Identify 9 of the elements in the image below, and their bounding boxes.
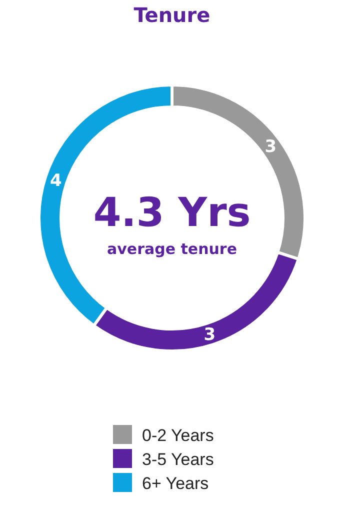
data-label: 3: [204, 324, 216, 345]
legend-label: 3-5 Years: [142, 450, 214, 469]
legend-label: 6+ Years: [142, 474, 209, 493]
text: average tenure: [107, 240, 237, 258]
legend-label: 0-2 Years: [142, 426, 214, 445]
data-label: 4: [50, 171, 62, 192]
chart-title: Tenure: [134, 3, 210, 27]
text: 4.3 Yrs: [93, 190, 251, 236]
data-label: 3: [264, 137, 277, 158]
